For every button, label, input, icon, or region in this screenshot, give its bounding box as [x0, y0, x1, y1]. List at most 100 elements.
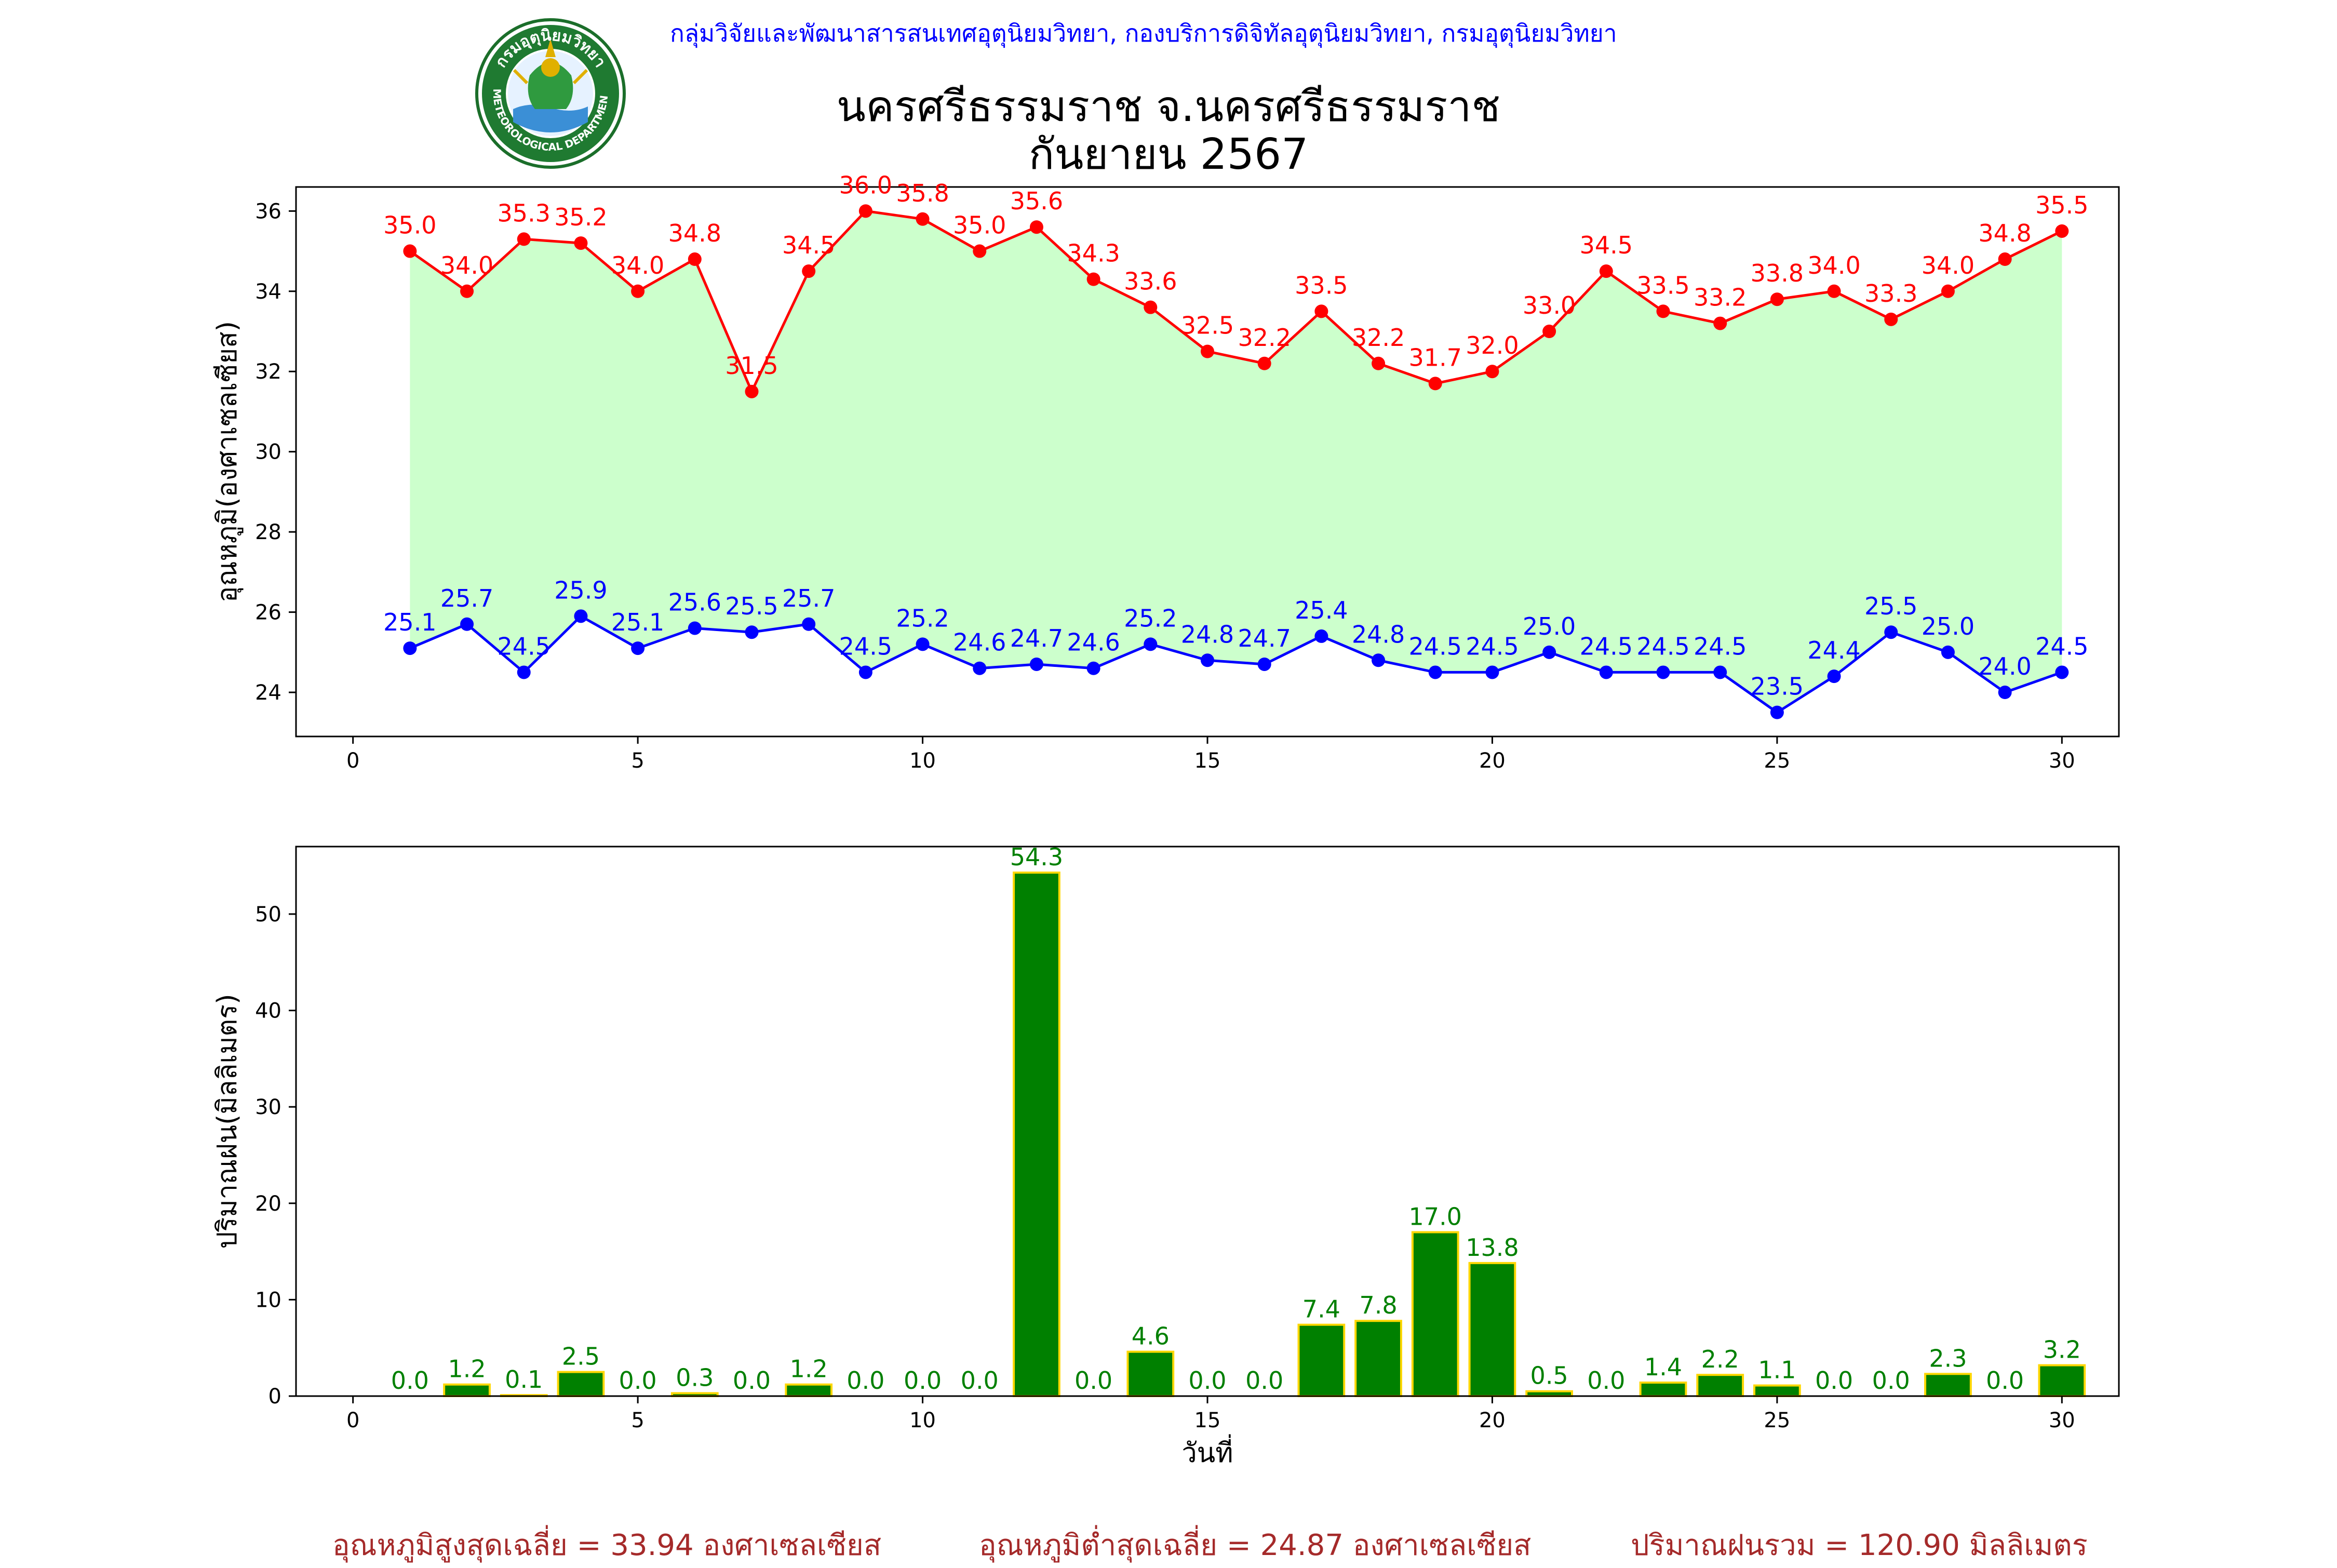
max-temp-point: [631, 284, 645, 298]
max-temp-data-label: 35.0: [953, 211, 1006, 239]
max-temp-data-label: 31.5: [725, 352, 778, 380]
temp-x-tick-label: 0: [346, 749, 359, 773]
rainfall-data-label: 1.4: [1644, 1353, 1682, 1381]
rainfall-data-label: 1.1: [1758, 1356, 1796, 1384]
rain-x-tick-label: 25: [1764, 1409, 1790, 1432]
max-temp-data-label: 33.8: [1751, 259, 1804, 287]
temp-y-tick-label: 24: [255, 681, 281, 705]
rainfall-data-label: 3.2: [2043, 1336, 2081, 1364]
min-temp-data-label: 25.1: [383, 608, 436, 636]
max-temp-data-label: 34.8: [668, 219, 721, 247]
rainfall-data-label: 7.8: [1359, 1291, 1397, 1319]
rainfall-bar: [1753, 1384, 1801, 1398]
min-temp-point: [1599, 665, 1613, 679]
rainfall-y-axis-label: ปริมาณฝน(มิลลิเมตร): [212, 994, 243, 1249]
rainfall-data-label: 0.3: [676, 1363, 714, 1391]
temp-y-tick-label: 36: [255, 199, 281, 223]
rainfall-data-label: 4.6: [1132, 1322, 1170, 1350]
rainfall-bar: [443, 1383, 491, 1398]
max-temp-line: [409, 209, 2063, 395]
chart-title: นครศรีธรรมราช จ.นครศรีธรรมราช กันยายน 25…: [675, 83, 1662, 179]
rainfall-data-label: 0.0: [1587, 1366, 1625, 1395]
min-temp-data-label: 25.4: [1295, 596, 1348, 624]
rainfall-bar: [785, 1383, 833, 1398]
max-temp-data-label: 33.5: [1636, 271, 1689, 299]
temp-x-tick-label: 20: [1479, 749, 1506, 773]
rainfall-data-label: 0.0: [733, 1366, 771, 1395]
max-temp-data-label: 33.6: [1124, 267, 1177, 296]
chart-title-station: นครศรีธรรมราช จ.นครศรีธรรมราช: [836, 82, 1501, 131]
max-temp-data-label: 35.0: [383, 211, 436, 239]
min-temp-point: [1029, 657, 1043, 671]
total-rainfall-summary: ปริมาณฝนรวม = 120.90 มิลลิเมตร: [1631, 1529, 2088, 1562]
max-temp-point: [1086, 272, 1100, 286]
max-temp-point: [1656, 304, 1670, 318]
temperature-y-axis-label: อุณหภูมิ(องศาเซลเซียส): [212, 321, 244, 602]
min-temp-data-label: 24.5: [498, 632, 550, 660]
min-temp-data-label: 25.2: [1124, 604, 1177, 632]
min-temp-point: [1884, 625, 1898, 639]
min-temp-point: [1144, 637, 1158, 651]
min-temp-point: [574, 609, 588, 623]
temp-x-tick-label: 30: [2049, 749, 2075, 773]
max-temp-point: [1941, 284, 1955, 298]
min-temp-data-label: 25.7: [782, 584, 835, 612]
max-temp-data-label: 34.0: [440, 251, 493, 279]
max-temp-data-label: 33.3: [1864, 279, 1917, 307]
min-temp-data-label: 24.7: [1010, 624, 1063, 652]
rainfall-data-label: 0.0: [1245, 1366, 1283, 1395]
rainfall-data-label: 13.8: [1466, 1234, 1519, 1262]
rainfall-bar: [1468, 1262, 1516, 1397]
temp-x-tick-label: 10: [909, 749, 936, 773]
min-temp-point: [745, 625, 759, 639]
min-temp-data-label: 24.4: [1807, 636, 1860, 664]
min-temp-point: [1656, 665, 1670, 679]
min-temp-point: [517, 665, 531, 679]
min-temp-data-label: 25.9: [554, 576, 607, 604]
rainfall-data-label: 0.0: [847, 1366, 884, 1395]
max-temp-point: [574, 236, 588, 250]
min-temp-data-label: 25.5: [725, 592, 778, 620]
min-temp-point: [1086, 661, 1100, 675]
max-temp-data-label: 36.0: [839, 171, 892, 199]
min-temp-point: [1257, 657, 1271, 671]
max-temp-data-label: 33.5: [1295, 271, 1348, 299]
rainfall-data-label: 1.2: [790, 1355, 828, 1383]
max-temp-point: [802, 264, 816, 278]
min-temp-data-label: 25.0: [1523, 612, 1576, 640]
min-temp-point: [1485, 665, 1499, 679]
rainfall-data-label: 0.5: [1530, 1362, 1568, 1390]
rainfall-data-label: 2.2: [1701, 1345, 1739, 1373]
meteorological-department-logo: กรมอุตุนิยมวิทยา METEOROLOGICAL DEPARTME…: [473, 18, 626, 169]
max-temp-point: [1485, 365, 1499, 379]
temperature-chart: 0 5 10 15 20 25 30 24 26 28 30 32 34 36 อุณหภูมิ(องศาเ…: [212, 171, 2120, 773]
max-temp-data-label: 34.0: [1807, 251, 1860, 279]
rain-y-tick-label: 40: [255, 999, 281, 1023]
min-temp-point: [1542, 645, 1556, 659]
max-temp-point: [1770, 292, 1784, 306]
max-temp-data-label: 33.0: [1523, 291, 1576, 319]
max-temp-point: [1713, 316, 1727, 330]
rainfall-data-label: 0.0: [619, 1366, 657, 1395]
min-temp-point: [973, 661, 987, 675]
max-temp-data-label: 35.3: [498, 199, 550, 227]
max-temp-point: [1428, 377, 1442, 391]
min-temp-point: [1314, 629, 1328, 643]
max-temp-point: [2055, 224, 2069, 238]
rainfall-chart: 0.0 1.2 0.1 2.5 0.0 0.3 0.0 1.2 0.0 0.0 0.0 54.3 0.0…: [212, 843, 2120, 1469]
min-temp-data-label: 24.6: [953, 628, 1006, 656]
max-temp-data-label: 34.0: [611, 251, 664, 279]
rainfall-data-label: 17.0: [1409, 1202, 1462, 1230]
max-temp-data-label: 35.6: [1010, 187, 1063, 215]
min-temp-point: [2055, 665, 2069, 679]
max-temp-data-label: 32.2: [1352, 324, 1405, 352]
min-temp-data-label: 24.5: [1580, 632, 1633, 660]
min-temp-data-label: 24.5: [2035, 632, 2088, 660]
temp-y-tick-label: 26: [255, 601, 281, 625]
organization-header: กลุ่มวิจัยและพัฒนาสารสนเทศอุตุนิยมวิทยา,…: [670, 19, 1617, 47]
temp-y-tick-label: 30: [255, 440, 281, 464]
temp-y-tick-label: 32: [255, 360, 281, 384]
rainfall-bar: [557, 1371, 605, 1397]
rain-y-tick-label: 20: [255, 1192, 281, 1216]
rainfall-x-axis-label: วันที่: [1181, 1434, 1233, 1469]
